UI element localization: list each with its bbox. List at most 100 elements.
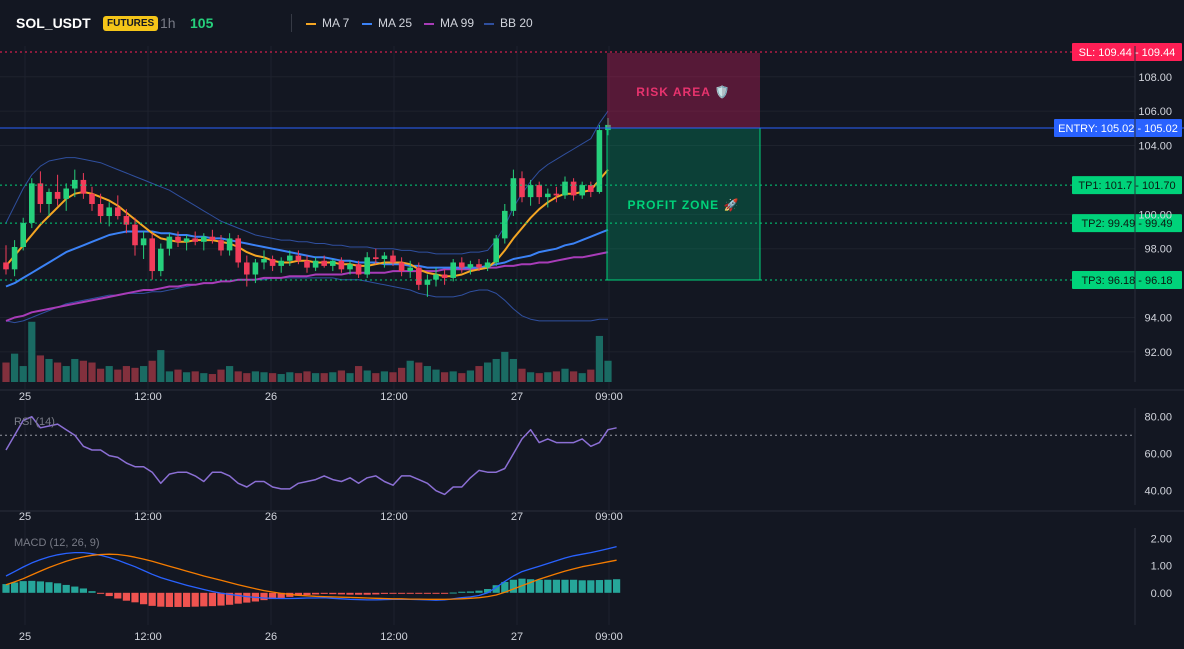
level-tag-sl bbox=[1072, 43, 1182, 61]
volume-bar bbox=[165, 371, 173, 382]
macd-histogram-bar bbox=[441, 592, 449, 594]
candle-body bbox=[562, 181, 568, 196]
macd-histogram-bar bbox=[475, 590, 483, 593]
candle-body bbox=[11, 246, 18, 270]
volume-bar bbox=[45, 358, 53, 382]
risk-zone bbox=[607, 53, 760, 128]
volume-bar bbox=[114, 369, 122, 382]
candle-body bbox=[373, 257, 379, 260]
time-tick-label: 12:00 bbox=[134, 511, 162, 523]
volume-bar bbox=[492, 358, 500, 382]
legend-ma25[interactable]: MA 25 bbox=[362, 14, 412, 32]
volume-bars bbox=[2, 321, 612, 382]
macd-histogram-bar bbox=[544, 579, 552, 593]
volume-bar bbox=[346, 373, 354, 382]
volume-bar bbox=[604, 360, 612, 382]
macd-histogram-bar bbox=[415, 592, 423, 594]
candle-body bbox=[115, 207, 121, 217]
volume-bar bbox=[552, 371, 560, 382]
candle-body bbox=[459, 262, 465, 268]
macd-line bbox=[5, 545, 617, 601]
futures-badge: FUTURES bbox=[103, 16, 159, 31]
candle-body bbox=[46, 191, 52, 204]
macd-histogram-bar bbox=[157, 592, 165, 607]
candle-body bbox=[407, 267, 413, 272]
price-tick-label: 100.00 bbox=[1138, 209, 1172, 221]
macd-histogram-bar bbox=[88, 591, 96, 593]
candle-body bbox=[519, 178, 525, 198]
timeframe-label[interactable]: 1h bbox=[160, 15, 176, 31]
rsi-tick-label: 40.00 bbox=[1144, 486, 1172, 498]
volume-bar bbox=[269, 373, 277, 382]
candle-body bbox=[467, 264, 474, 268]
volume-bar bbox=[2, 362, 10, 382]
legend-swatch-ma7 bbox=[306, 22, 316, 25]
macd-signal-line bbox=[5, 553, 617, 600]
candle-body bbox=[183, 238, 190, 242]
candle-body bbox=[201, 236, 207, 242]
macd-histogram-bar bbox=[36, 581, 44, 593]
macd-histogram-bar bbox=[277, 592, 285, 598]
macd-histogram-bar bbox=[484, 589, 492, 593]
volume-bar bbox=[466, 370, 474, 382]
macd-histogram-bar bbox=[148, 592, 156, 606]
macd-histogram-bar bbox=[423, 592, 431, 594]
candle-body bbox=[37, 183, 44, 204]
price-levels: SL: 109.44 - 109.44 ENTRY: 105.02 - 105.0… bbox=[0, 43, 1184, 289]
legend-ma99[interactable]: MA 99 bbox=[424, 14, 474, 32]
legend-ma7[interactable]: MA 7 bbox=[306, 14, 349, 32]
volume-bar bbox=[337, 370, 345, 382]
macd-histogram-bar bbox=[355, 592, 363, 595]
volume-bar bbox=[484, 362, 492, 382]
level-tag-label-sl: SL: 109.44 - 109.44 bbox=[1079, 47, 1176, 59]
candle-body bbox=[80, 179, 87, 194]
volume-bar bbox=[183, 372, 191, 382]
last-price: 105 bbox=[190, 15, 214, 31]
macd-histogram-bar bbox=[501, 581, 509, 593]
candle-body bbox=[269, 259, 276, 266]
volume-bar bbox=[277, 374, 285, 382]
candle-body bbox=[261, 259, 267, 263]
level-tag-tp3 bbox=[1072, 271, 1182, 289]
legend-ma99-label: MA 99 bbox=[440, 16, 475, 30]
legend-bb20[interactable]: BB 20 bbox=[484, 14, 533, 32]
chart-header: SOL_USDT FUTURES 1h 105 MA 7 MA 25 MA 99… bbox=[0, 0, 1184, 46]
time-tick-label: 27 bbox=[511, 511, 523, 523]
candle-body bbox=[235, 238, 241, 263]
time-tick-label: 25 bbox=[19, 631, 31, 643]
volume-bar bbox=[458, 373, 466, 382]
macd-histogram-bar bbox=[535, 579, 543, 593]
volume-bar bbox=[389, 372, 397, 382]
legend-swatch-ma25 bbox=[362, 22, 372, 25]
price-tick-label: 104.00 bbox=[1138, 141, 1172, 153]
volume-bar bbox=[501, 351, 509, 382]
candle-body bbox=[493, 238, 499, 263]
macd-histogram-bar bbox=[570, 579, 578, 593]
volume-bar bbox=[312, 373, 320, 382]
volume-bar bbox=[398, 367, 406, 382]
time-tick-label: 12:00 bbox=[380, 391, 408, 403]
symbol-name[interactable]: SOL_USDT bbox=[16, 15, 91, 31]
price-tick-label: 92.00 bbox=[1144, 347, 1172, 359]
macd-histogram-bar bbox=[587, 580, 595, 593]
candle-body bbox=[295, 255, 302, 261]
volume-bar bbox=[234, 371, 242, 382]
macd-histogram-bar bbox=[140, 592, 148, 605]
macd-histogram-bar bbox=[294, 592, 302, 596]
time-tick-label: 09:00 bbox=[595, 391, 623, 403]
macd-histogram-bar bbox=[527, 579, 535, 593]
candle-body bbox=[484, 262, 491, 268]
candle-body bbox=[390, 255, 396, 263]
candlesticks[interactable] bbox=[3, 118, 611, 297]
price-tick-label: 106.00 bbox=[1138, 106, 1172, 118]
candle-body bbox=[347, 264, 353, 270]
macd-histogram-bar bbox=[363, 592, 371, 595]
macd-histogram-bar bbox=[191, 592, 199, 607]
candle-body bbox=[244, 262, 250, 275]
candle-body bbox=[175, 236, 181, 242]
candle-body bbox=[321, 260, 327, 266]
volume-bar bbox=[251, 371, 259, 382]
macd-histogram-bar bbox=[28, 580, 36, 593]
volume-bar bbox=[148, 360, 156, 382]
